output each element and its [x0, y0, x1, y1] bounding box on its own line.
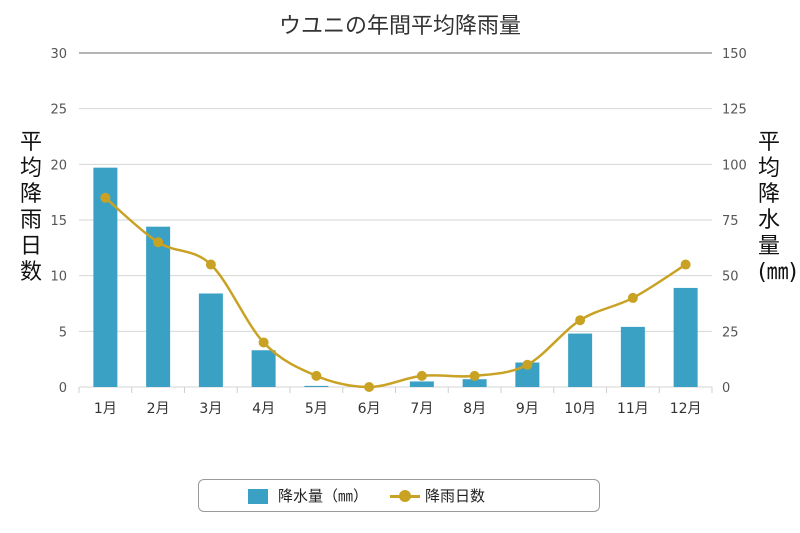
x-tick-label: 10月: [564, 401, 596, 417]
point-rain-days: [364, 382, 375, 392]
y-left-tick-label: 15: [50, 214, 67, 229]
x-tick-label: 11月: [617, 401, 649, 417]
bar-rainfall: [198, 293, 223, 387]
point-rain-days: [416, 370, 427, 381]
y-right-tick-label: 150: [722, 47, 747, 62]
bar-rainfall: [146, 226, 171, 387]
bar-rainfall: [409, 381, 434, 387]
y-right-tick-label: 125: [722, 103, 747, 118]
legend-dot-rain-days: [399, 490, 411, 502]
chart-legend: 降水量（㎜） 降雨日数: [198, 479, 600, 512]
y-axis-right-label: 平均降水量(㎜): [758, 130, 798, 285]
chart-title: ウユニの年間平均降雨量: [278, 14, 521, 39]
bar-rainfall: [620, 326, 645, 387]
y-right-tick-label: 75: [722, 214, 739, 229]
point-rain-days: [258, 337, 269, 348]
x-tick-label: 3月: [199, 401, 222, 417]
legend-label-rainfall: 降水量（㎜）: [278, 487, 369, 505]
x-tick-label: 12月: [670, 401, 702, 417]
point-rain-days: [575, 315, 586, 326]
legend-label-rain-days: 降雨日数: [425, 487, 486, 505]
y-left-tick-label: 10: [50, 270, 67, 285]
y-left-tick-label: 25: [50, 103, 67, 118]
y-axis-left-label: 平均降雨日数: [20, 130, 43, 285]
point-rain-days: [153, 237, 164, 248]
point-rain-days: [627, 292, 638, 303]
line-rain-days: [104, 196, 687, 389]
point-rain-days: [311, 370, 322, 381]
point-rain-days: [469, 370, 480, 381]
point-rain-days: [680, 259, 691, 270]
bar-rainfall: [462, 379, 487, 387]
point-rain-days: [100, 192, 111, 203]
x-tick-label: 5月: [305, 401, 328, 417]
x-tick-label: 4月: [252, 401, 275, 417]
x-tick-label: 9月: [516, 401, 539, 417]
x-tick-label: 2月: [147, 401, 170, 417]
x-tick-label: 8月: [463, 401, 486, 417]
bar-rainfall: [251, 350, 276, 387]
y-right-tick-label: 25: [722, 325, 739, 340]
bar-rainfall: [673, 287, 698, 387]
point-rain-days: [205, 259, 216, 270]
point-rain-days: [522, 359, 533, 370]
y-right-tick-label: 0: [722, 381, 730, 396]
bar-rainfall: [568, 333, 593, 387]
y-right-tick-label: 50: [722, 270, 739, 285]
y-left-tick-label: 30: [50, 47, 67, 62]
x-tick-label: 6月: [358, 401, 381, 417]
x-tick-label: 7月: [410, 401, 433, 417]
y-left-tick-label: 0: [59, 381, 67, 396]
y-left-tick-label: 20: [50, 158, 67, 173]
legend-swatch-rainfall: [248, 489, 268, 504]
y-left-tick-label: 5: [59, 325, 67, 340]
y-right-tick-label: 100: [722, 158, 747, 173]
bar-rainfall: [304, 385, 329, 387]
x-tick-label: 1月: [94, 401, 117, 417]
